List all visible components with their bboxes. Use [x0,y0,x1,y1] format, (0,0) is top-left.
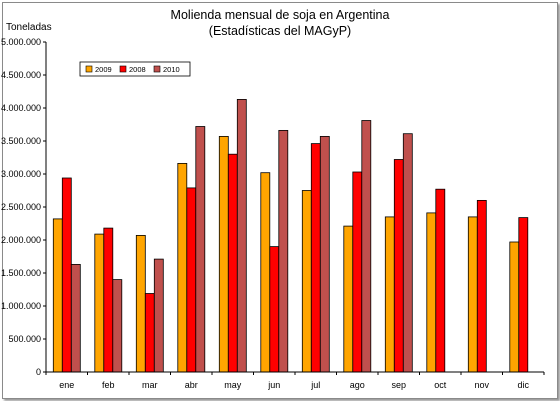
bar-2009-ago [343,225,354,373]
legend-label-2008: 2008 [129,65,146,74]
bar-2009-oct [426,212,437,373]
chart-title: Molienda mensual de soja en Argentina [171,8,390,22]
y-tick-label: 2.500.000 [1,202,41,212]
legend-swatch-2008 [119,65,127,73]
y-tick-label: 4.500.000 [1,70,41,80]
bar-2010-jul [319,135,330,373]
bar-2008-sep [393,159,404,373]
bar-2010-jun [278,129,289,373]
bar-2009-feb [94,233,105,373]
y-tick-label: 0 [36,367,41,377]
x-tick-label: feb [102,380,115,390]
bar-2009-dic [509,241,520,373]
bar-2009-ene [52,218,63,373]
bar-2010-sep [402,133,413,373]
bar-2009-jul [301,190,312,373]
y-tick-label: 3.000.000 [1,169,41,179]
bar-2010-ene [70,263,81,373]
x-tick-label: oct [434,380,447,390]
x-tick-label: jul [310,380,320,390]
x-tick-label: abr [185,380,198,390]
x-tick-labels: ene feb mar abr may jun jul ago sep oct nov dic [59,380,529,390]
x-tick-label: may [224,380,242,390]
y-tick-label: 1.500.000 [1,268,41,278]
bar-2008-dic [518,217,529,373]
bar-2009-may [218,135,229,373]
bar-2010-abr [195,126,206,373]
bar-2008-nov [476,199,487,373]
x-tick-label: ago [350,380,365,390]
legend: 2009 2008 2010 [79,61,191,77]
y-tick-labels: 0 500.000 1.000.000 1.500.000 2.000.000 2.500… [1,37,41,377]
legend-swatch-2009 [85,65,93,73]
y-tick-label: 500.000 [8,334,41,344]
axes-group [43,41,545,375]
bar-2009-nov [467,216,478,373]
bar-2008-ago [352,171,363,373]
bar-2008-mar [144,293,155,373]
bar-2009-jun [260,172,271,373]
bars-group [52,99,529,373]
bar-2008-abr [186,187,197,373]
x-tick-label: ene [59,380,74,390]
y-tick-label: 1.000.000 [1,301,41,311]
y-tick-label: 4.000.000 [1,103,41,113]
legend-label-2009: 2009 [95,65,112,74]
y-axis-label: Toneladas [6,22,52,33]
bar-2008-ene [61,177,72,373]
bar-2010-feb [112,279,123,373]
bar-2010-mar [153,258,164,373]
bar-2008-oct [435,188,446,373]
bar-2009-abr [177,162,188,373]
x-tick-label: mar [142,380,158,390]
y-tick-label: 2.000.000 [1,235,41,245]
bar-2010-may [236,99,247,373]
y-tick-label: 3.500.000 [1,136,41,146]
bar-2008-jul [310,143,321,373]
bar-2008-feb [103,227,114,373]
legend-box [79,61,191,77]
bar-2009-sep [384,216,395,373]
bar-2008-may [227,153,238,373]
bar-2009-mar [135,234,146,373]
x-tick-label: dic [518,380,530,390]
x-tick-label: nov [475,380,490,390]
y-tick-label: 5.000.000 [1,37,41,47]
bar-2010-ago [361,120,372,373]
x-tick-label: sep [392,380,407,390]
chart-subtitle: (Estadísticas del MAGyP) [209,24,351,38]
x-tick-label: jun [267,380,280,390]
legend-label-2010: 2010 [163,65,180,74]
legend-swatch-2010 [153,65,161,73]
bar-2008-jun [269,246,280,373]
